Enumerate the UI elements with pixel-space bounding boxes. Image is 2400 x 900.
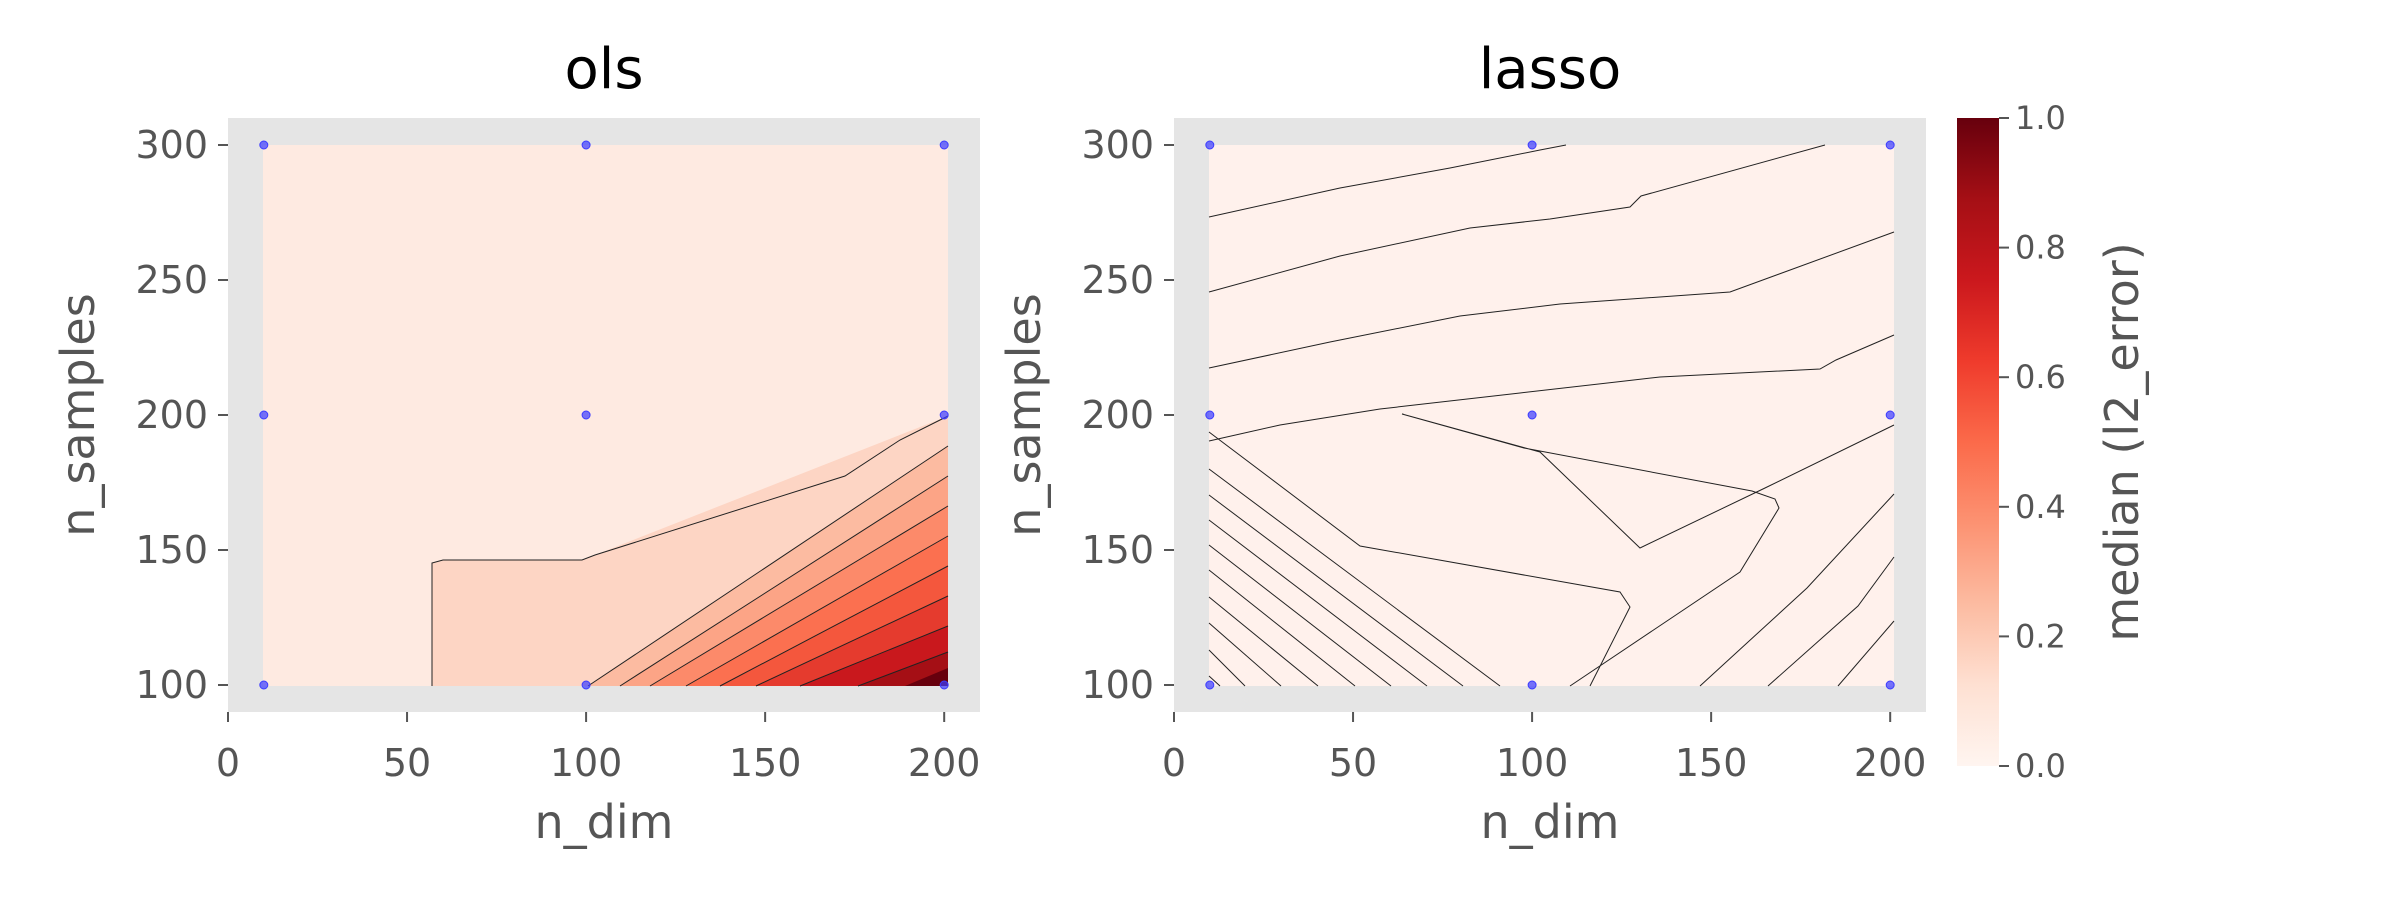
ols-sample-point bbox=[581, 140, 591, 150]
lasso-x-tick-label: 150 bbox=[1675, 741, 1748, 785]
lasso-y-tick-label: 150 bbox=[1081, 528, 1154, 572]
lasso-sample-point bbox=[1885, 140, 1895, 150]
ols-y-tick-label: 150 bbox=[135, 528, 208, 572]
lasso-y-tick-label: 300 bbox=[1081, 123, 1154, 167]
lasso-title: lasso bbox=[1479, 37, 1622, 102]
colorbar-tick-label: 0.2 bbox=[2015, 617, 2066, 655]
lasso-sample-point bbox=[1527, 140, 1537, 150]
lasso-sample-point bbox=[1885, 410, 1895, 420]
colorbar-tick-label: 0.4 bbox=[2015, 488, 2066, 526]
ols-sample-point bbox=[581, 680, 591, 690]
lasso-sample-point bbox=[1885, 680, 1895, 690]
ols-y-axis-label: n_samples bbox=[51, 293, 105, 536]
lasso-panel: 0 50 100 150 200 100 150 200 250 300 lasso n_dim… bbox=[997, 37, 1926, 849]
ols-title: ols bbox=[565, 37, 644, 102]
lasso-y-tick-label: 250 bbox=[1081, 258, 1154, 302]
ols-x-ticks: 0 50 100 150 200 bbox=[216, 712, 981, 785]
colorbar-tick-label: 0.8 bbox=[2015, 229, 2066, 267]
colorbar-tick-label: 0.0 bbox=[2015, 747, 2066, 785]
ols-x-tick-label: 150 bbox=[729, 741, 802, 785]
ols-y-ticks: 100 150 200 250 300 bbox=[135, 123, 228, 707]
lasso-x-tick-label: 0 bbox=[1162, 741, 1186, 785]
ols-contour-band-10 bbox=[905, 668, 948, 686]
colorbar-ticks: 0.0 0.2 0.4 0.6 0.8 1.0 bbox=[1999, 99, 2066, 785]
ols-x-tick-label: 100 bbox=[550, 741, 623, 785]
lasso-y-ticks: 100 150 200 250 300 bbox=[1081, 123, 1174, 707]
ols-panel: 0 50 100 150 200 100 150 200 250 300 ols n_dim n… bbox=[51, 37, 980, 849]
ols-sample-point bbox=[939, 680, 949, 690]
lasso-sample-points bbox=[1205, 140, 1895, 690]
lasso-contour-lines bbox=[1208, 144, 1895, 687]
ols-y-tick-label: 250 bbox=[135, 258, 208, 302]
lasso-sample-point bbox=[1205, 410, 1215, 420]
lasso-x-tick-label: 100 bbox=[1496, 741, 1569, 785]
lasso-y-axis-label: n_samples bbox=[997, 293, 1051, 536]
ols-sample-point bbox=[939, 410, 949, 420]
ols-x-tick-label: 200 bbox=[908, 741, 981, 785]
lasso-y-tick-label: 100 bbox=[1081, 663, 1154, 707]
lasso-x-axis-label: n_dim bbox=[1481, 795, 1620, 849]
ols-sample-point bbox=[259, 680, 269, 690]
colorbar-label: median (l2_error) bbox=[2095, 242, 2149, 641]
ols-x-tick-label: 50 bbox=[383, 741, 431, 785]
lasso-sample-point bbox=[1527, 680, 1537, 690]
lasso-sample-point bbox=[1205, 680, 1215, 690]
ols-sample-point bbox=[581, 410, 591, 420]
lasso-contour-base bbox=[1209, 145, 1894, 686]
colorbar-gradient bbox=[1957, 118, 1999, 766]
lasso-x-ticks: 0 50 100 150 200 bbox=[1162, 712, 1927, 785]
ols-y-tick-label: 100 bbox=[135, 663, 208, 707]
lasso-x-tick-label: 50 bbox=[1329, 741, 1377, 785]
ols-x-tick-label: 0 bbox=[216, 741, 240, 785]
lasso-sample-point bbox=[1205, 140, 1215, 150]
ols-x-axis-label: n_dim bbox=[535, 795, 674, 849]
ols-sample-point bbox=[939, 140, 949, 150]
ols-y-tick-label: 300 bbox=[135, 123, 208, 167]
ols-sample-point bbox=[259, 140, 269, 150]
ols-sample-point bbox=[259, 410, 269, 420]
colorbar: 0.0 0.2 0.4 0.6 0.8 1.0 median (l2_error) bbox=[1957, 99, 2149, 785]
lasso-y-tick-label: 200 bbox=[1081, 393, 1154, 437]
ols-contour-lines bbox=[431, 415, 949, 687]
ols-sample-points bbox=[259, 140, 949, 690]
lasso-sample-point bbox=[1527, 410, 1537, 420]
lasso-x-tick-label: 200 bbox=[1854, 741, 1927, 785]
ols-y-tick-label: 200 bbox=[135, 393, 208, 437]
colorbar-tick-label: 1.0 bbox=[2015, 99, 2066, 137]
colorbar-tick-label: 0.6 bbox=[2015, 358, 2066, 396]
